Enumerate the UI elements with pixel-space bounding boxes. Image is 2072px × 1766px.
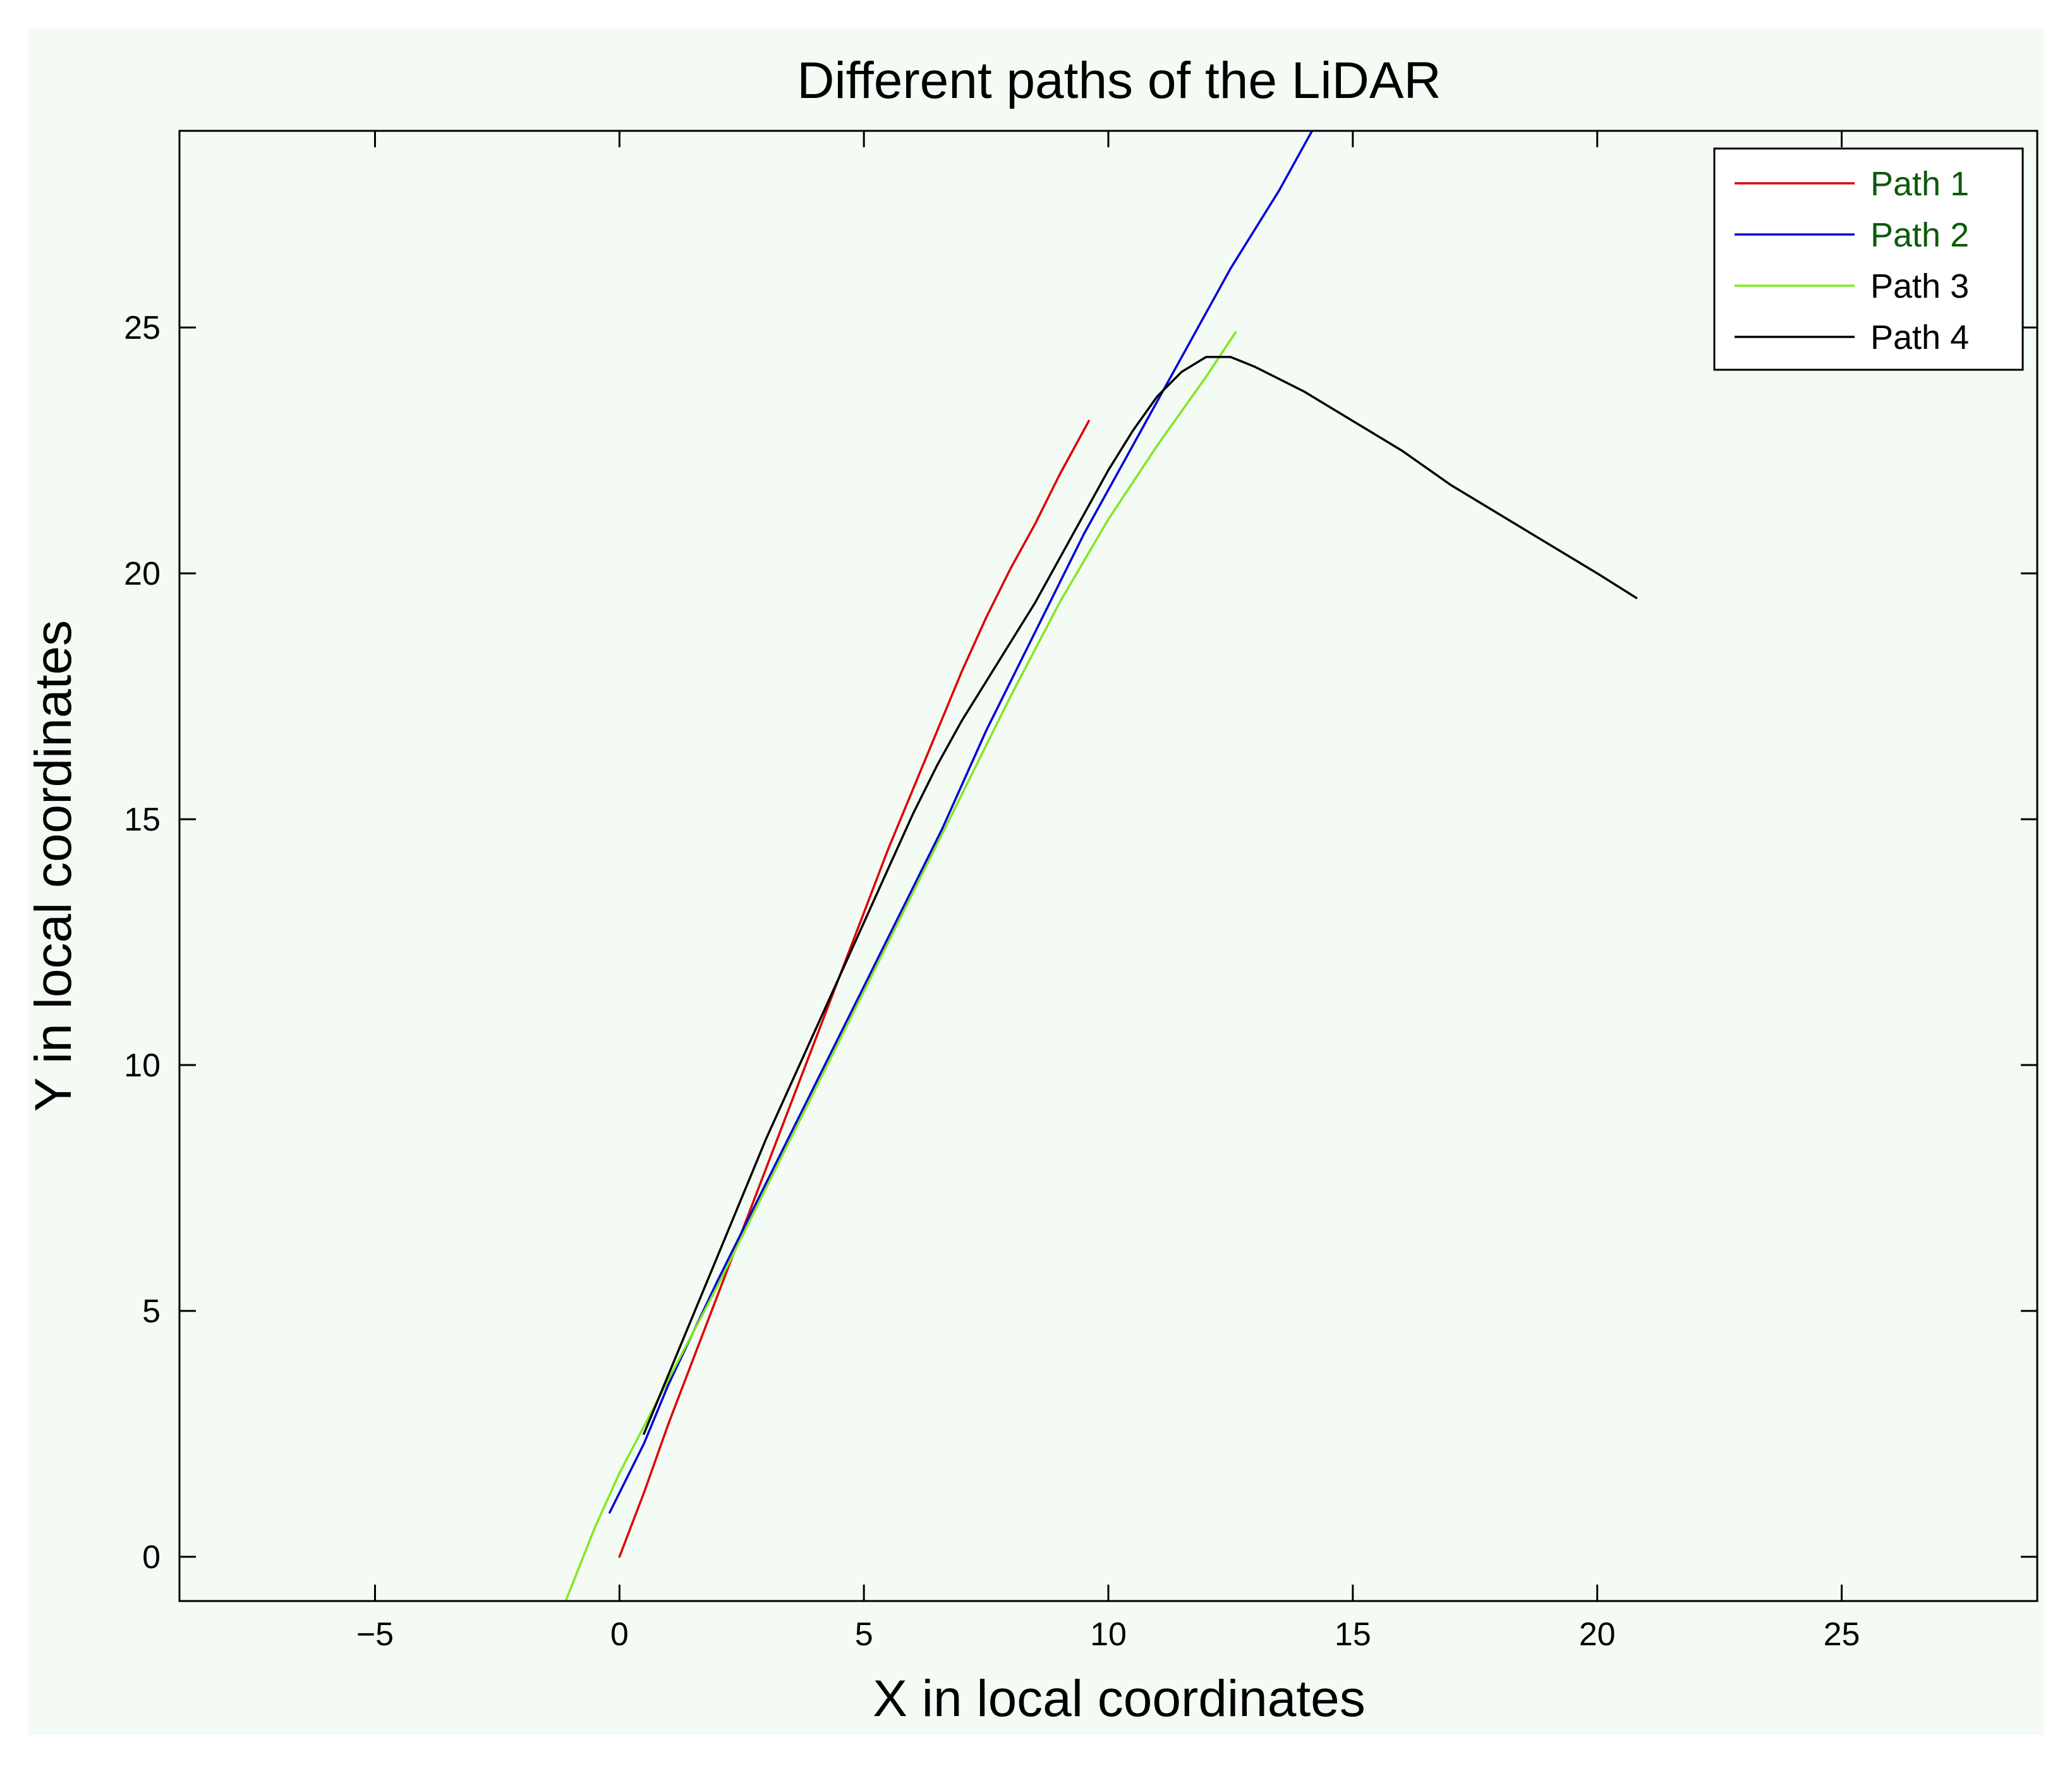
series-line-1 [618,420,1090,1558]
y-axis-label: Y in local coordinates [25,620,82,1112]
x-tick-label: −5 [356,1616,394,1653]
series-lines [564,131,1638,1601]
plot-area [179,131,2037,1601]
y-tick-label: 0 [142,1539,161,1576]
x-tick-label: 10 [1090,1616,1127,1653]
y-tick-label: 15 [124,801,161,838]
legend-label-2: Path 2 [1870,216,1969,254]
y-tick-label: 25 [124,310,161,346]
y-tick-label: 20 [124,556,161,592]
legend-label-4: Path 4 [1870,319,1969,356]
legend-label-3: Path 3 [1870,267,1969,305]
series-line-4 [643,356,1638,1435]
x-tick-label: 0 [610,1616,629,1653]
series-line-2 [609,131,1314,1514]
legend-label-1: Path 1 [1870,165,1969,203]
axis-ticks: −5 0 5 10 15 20 25 0 5 10 15 20 25 [124,131,2037,1653]
y-tick-label: 5 [142,1293,161,1330]
chart-title: Different paths of the LiDAR [797,52,1441,109]
legend-box [1713,147,2024,371]
axes-frame [178,130,2039,1602]
y-tick-label: 10 [124,1047,161,1084]
series-line-3 [564,331,1237,1601]
x-tick-label: 25 [1824,1616,1860,1653]
x-tick-label: 20 [1579,1616,1616,1653]
x-tick-label: 15 [1335,1616,1371,1653]
x-axis-label: X in local coordinates [873,1670,1365,1727]
legend: Path 1 Path 2 Path 3 Path 4 [1713,147,2024,371]
x-tick-label: 5 [855,1616,873,1653]
